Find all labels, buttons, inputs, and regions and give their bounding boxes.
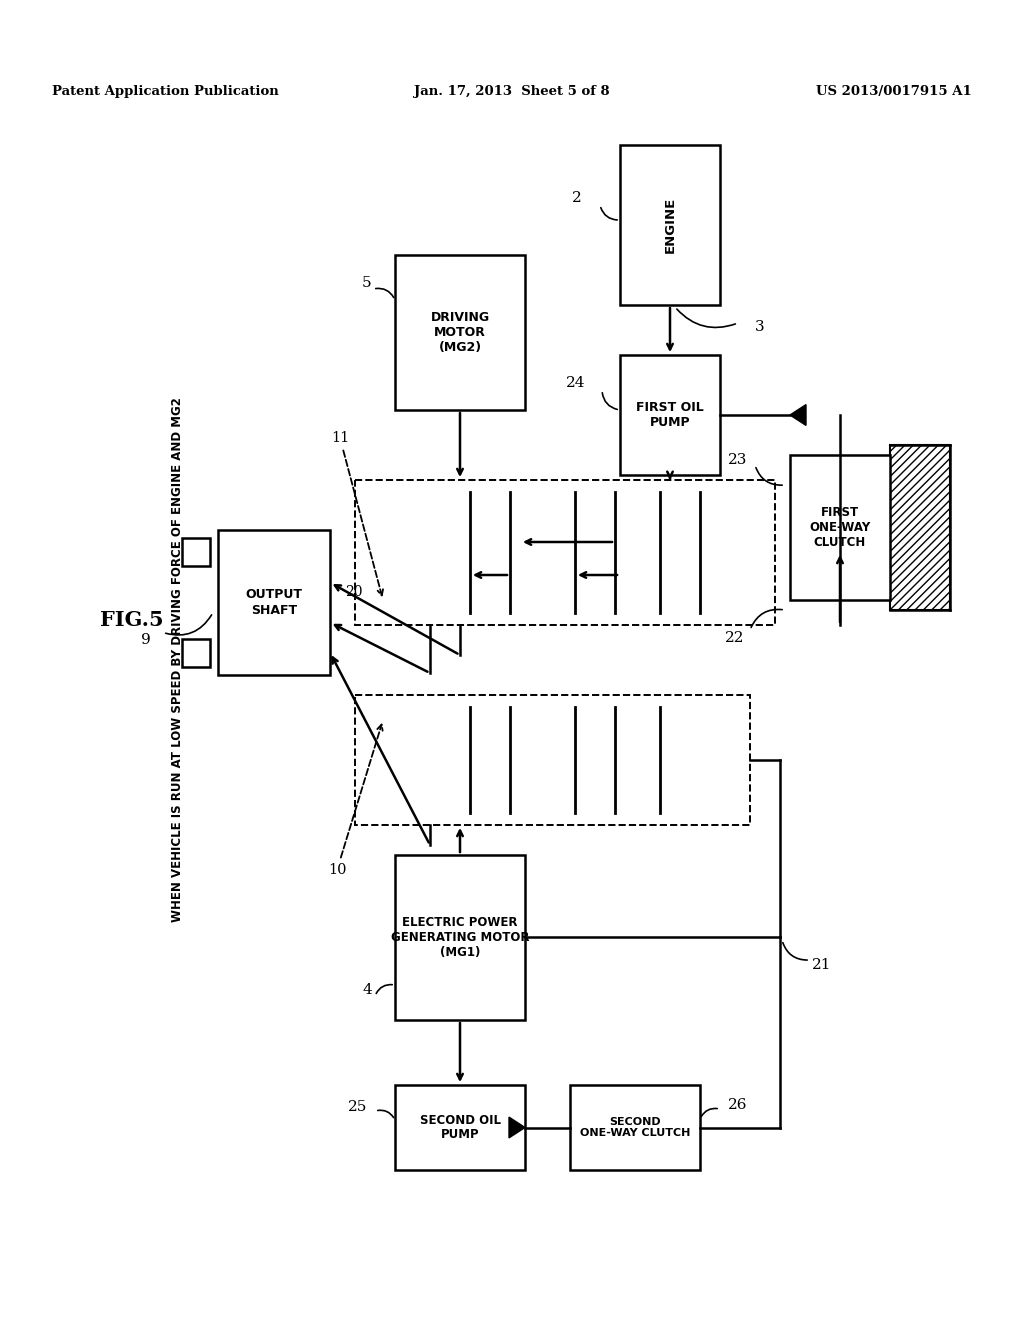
Text: SECOND
ONE-WAY CLUTCH: SECOND ONE-WAY CLUTCH bbox=[580, 1117, 690, 1138]
Text: Patent Application Publication: Patent Application Publication bbox=[52, 86, 279, 99]
Text: 25: 25 bbox=[347, 1100, 367, 1114]
Text: WHEN VEHICLE IS RUN AT LOW SPEED BY DRIVING FORCE OF ENGINE AND MG2: WHEN VEHICLE IS RUN AT LOW SPEED BY DRIV… bbox=[171, 397, 184, 923]
Bar bbox=[570, 1085, 700, 1170]
Text: 20: 20 bbox=[345, 586, 362, 599]
Text: 11: 11 bbox=[331, 432, 383, 595]
Bar bbox=[790, 455, 890, 601]
Bar bbox=[620, 145, 720, 305]
Bar bbox=[182, 639, 210, 667]
Text: 4: 4 bbox=[362, 983, 372, 997]
Text: 3: 3 bbox=[755, 319, 765, 334]
Text: 22: 22 bbox=[725, 631, 744, 645]
Text: FIRST OIL
PUMP: FIRST OIL PUMP bbox=[636, 401, 703, 429]
Text: FIG.5: FIG.5 bbox=[100, 610, 164, 630]
Text: 2: 2 bbox=[572, 191, 582, 205]
Text: ENGINE: ENGINE bbox=[664, 197, 677, 253]
Text: Jan. 17, 2013  Sheet 5 of 8: Jan. 17, 2013 Sheet 5 of 8 bbox=[414, 86, 610, 99]
Bar bbox=[890, 445, 950, 610]
Text: 24: 24 bbox=[565, 376, 585, 389]
Text: OUTPUT
SHAFT: OUTPUT SHAFT bbox=[246, 589, 302, 616]
Text: 21: 21 bbox=[812, 958, 831, 972]
Text: 23: 23 bbox=[728, 453, 748, 467]
Bar bbox=[182, 539, 210, 566]
Text: US 2013/0017915 A1: US 2013/0017915 A1 bbox=[816, 86, 972, 99]
Text: 10: 10 bbox=[328, 725, 383, 876]
Bar bbox=[395, 255, 525, 411]
Text: DRIVING
MOTOR
(MG2): DRIVING MOTOR (MG2) bbox=[430, 312, 489, 354]
Text: 9: 9 bbox=[141, 634, 151, 648]
Bar bbox=[395, 855, 525, 1020]
Text: SECOND OIL
PUMP: SECOND OIL PUMP bbox=[420, 1114, 501, 1142]
Polygon shape bbox=[509, 1117, 525, 1138]
Text: FIRST
ONE-WAY
CLUTCH: FIRST ONE-WAY CLUTCH bbox=[809, 506, 870, 549]
Bar bbox=[218, 531, 330, 675]
Bar bbox=[355, 480, 775, 624]
Text: 26: 26 bbox=[728, 1098, 748, 1111]
Text: ELECTRIC POWER
GENERATING MOTOR
(MG1): ELECTRIC POWER GENERATING MOTOR (MG1) bbox=[391, 916, 529, 960]
Bar bbox=[355, 696, 750, 825]
Bar bbox=[395, 1085, 525, 1170]
Text: 5: 5 bbox=[362, 276, 372, 290]
Bar bbox=[620, 355, 720, 475]
Polygon shape bbox=[790, 405, 806, 425]
